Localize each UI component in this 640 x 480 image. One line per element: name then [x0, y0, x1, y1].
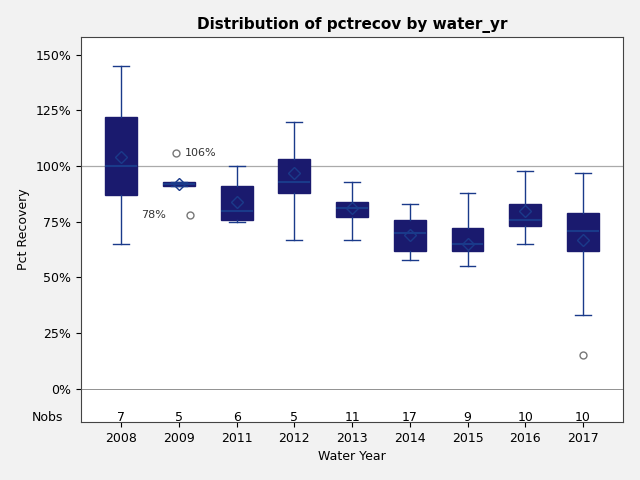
X-axis label: Water Year: Water Year	[318, 450, 386, 463]
PathPatch shape	[452, 228, 483, 251]
Text: 10: 10	[517, 411, 533, 424]
PathPatch shape	[336, 202, 368, 217]
PathPatch shape	[394, 219, 426, 251]
Y-axis label: Pct Recovery: Pct Recovery	[17, 189, 29, 270]
Text: 9: 9	[463, 411, 472, 424]
PathPatch shape	[106, 117, 137, 195]
Text: 10: 10	[575, 411, 591, 424]
PathPatch shape	[567, 213, 599, 251]
Text: 17: 17	[402, 411, 418, 424]
Text: Nobs: Nobs	[32, 411, 63, 424]
Title: Distribution of pctrecov by water_yr: Distribution of pctrecov by water_yr	[197, 17, 508, 33]
Text: 78%: 78%	[141, 210, 166, 220]
Text: 5: 5	[291, 411, 298, 424]
Text: 106%: 106%	[185, 148, 216, 158]
Text: 7: 7	[117, 411, 125, 424]
Text: 5: 5	[175, 411, 183, 424]
PathPatch shape	[278, 159, 310, 193]
Text: 6: 6	[233, 411, 241, 424]
Text: 11: 11	[344, 411, 360, 424]
PathPatch shape	[221, 186, 253, 219]
PathPatch shape	[163, 181, 195, 186]
PathPatch shape	[509, 204, 541, 226]
